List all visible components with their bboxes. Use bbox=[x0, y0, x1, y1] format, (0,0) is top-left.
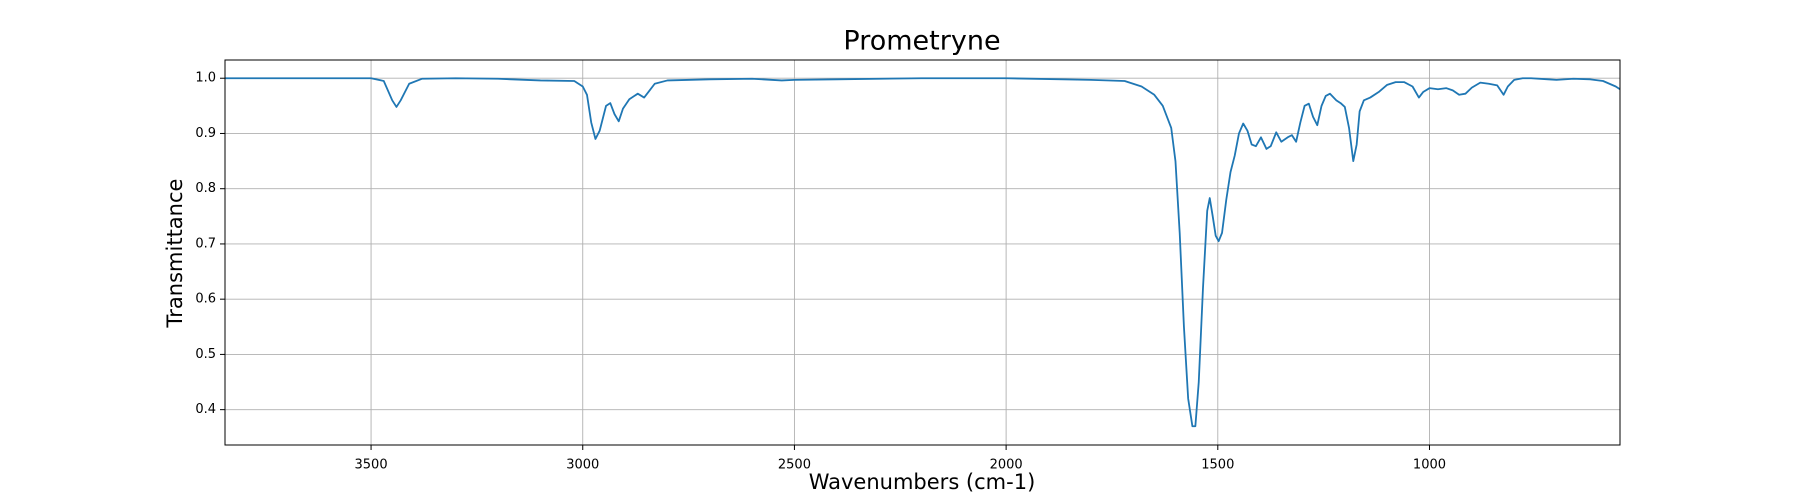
x-tick-label: 1500 bbox=[1201, 458, 1234, 473]
y-tick-label: 0.6 bbox=[195, 292, 216, 307]
x-tick-label: 2000 bbox=[990, 458, 1023, 473]
x-axis-label: Wavenumbers (cm-1) bbox=[809, 470, 1036, 494]
y-axis-label: Transmittance bbox=[163, 179, 187, 329]
y-tick-label: 1.0 bbox=[195, 71, 216, 86]
y-tick-label: 0.5 bbox=[195, 347, 216, 362]
y-tick-label: 0.4 bbox=[195, 402, 216, 417]
plot-frame bbox=[224, 59, 1621, 446]
x-tick-label: 3500 bbox=[355, 458, 388, 473]
y-tick-label: 0.8 bbox=[195, 181, 216, 196]
y-tick-label: 0.7 bbox=[195, 236, 216, 251]
y-tick-label: 0.9 bbox=[195, 126, 216, 141]
x-tick-label: 3000 bbox=[566, 458, 599, 473]
spectrum-line bbox=[225, 77, 1620, 428]
chart-title: Prometryne bbox=[843, 26, 1000, 57]
x-tick-label: 1000 bbox=[1413, 458, 1446, 473]
x-tick-label: 2500 bbox=[778, 458, 811, 473]
